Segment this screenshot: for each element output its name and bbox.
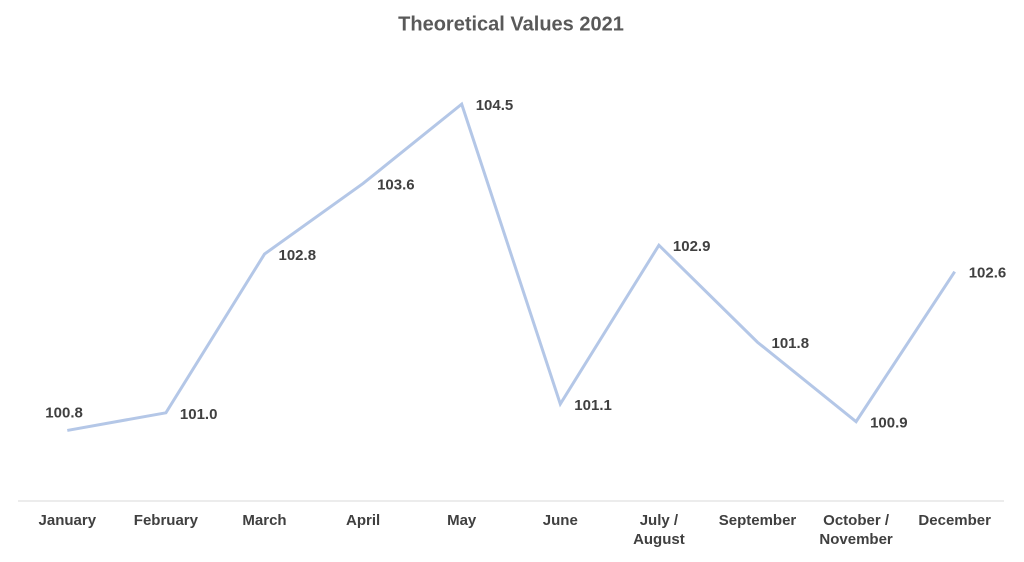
x-tick-label: May [447, 512, 477, 529]
x-tick-label: March [242, 512, 286, 529]
x-tick-label: January [39, 512, 97, 529]
x-tick-label: October / November [819, 512, 893, 548]
data-label: 102.9 [673, 238, 711, 255]
x-tick-label: February [134, 512, 199, 529]
line [67, 101, 956, 432]
x-tick-label: April [346, 512, 380, 529]
data-label: 104.5 [476, 97, 514, 114]
x-tick-label: December [918, 512, 991, 529]
data-label: 102.8 [279, 247, 317, 264]
x-tick-label: September [719, 512, 797, 529]
data-label: 103.6 [377, 176, 415, 193]
data-label: 102.6 [969, 265, 1007, 282]
x-tick-label: July / August [633, 512, 685, 548]
data-label: 101.0 [180, 406, 218, 423]
data-label: 101.1 [574, 397, 612, 414]
data-label: 100.9 [870, 415, 908, 432]
data-label: 101.8 [772, 335, 810, 352]
data-label: 100.8 [45, 404, 83, 421]
x-tick-label: June [543, 512, 578, 529]
chart-title: Theoretical Values 2021 [398, 13, 624, 35]
